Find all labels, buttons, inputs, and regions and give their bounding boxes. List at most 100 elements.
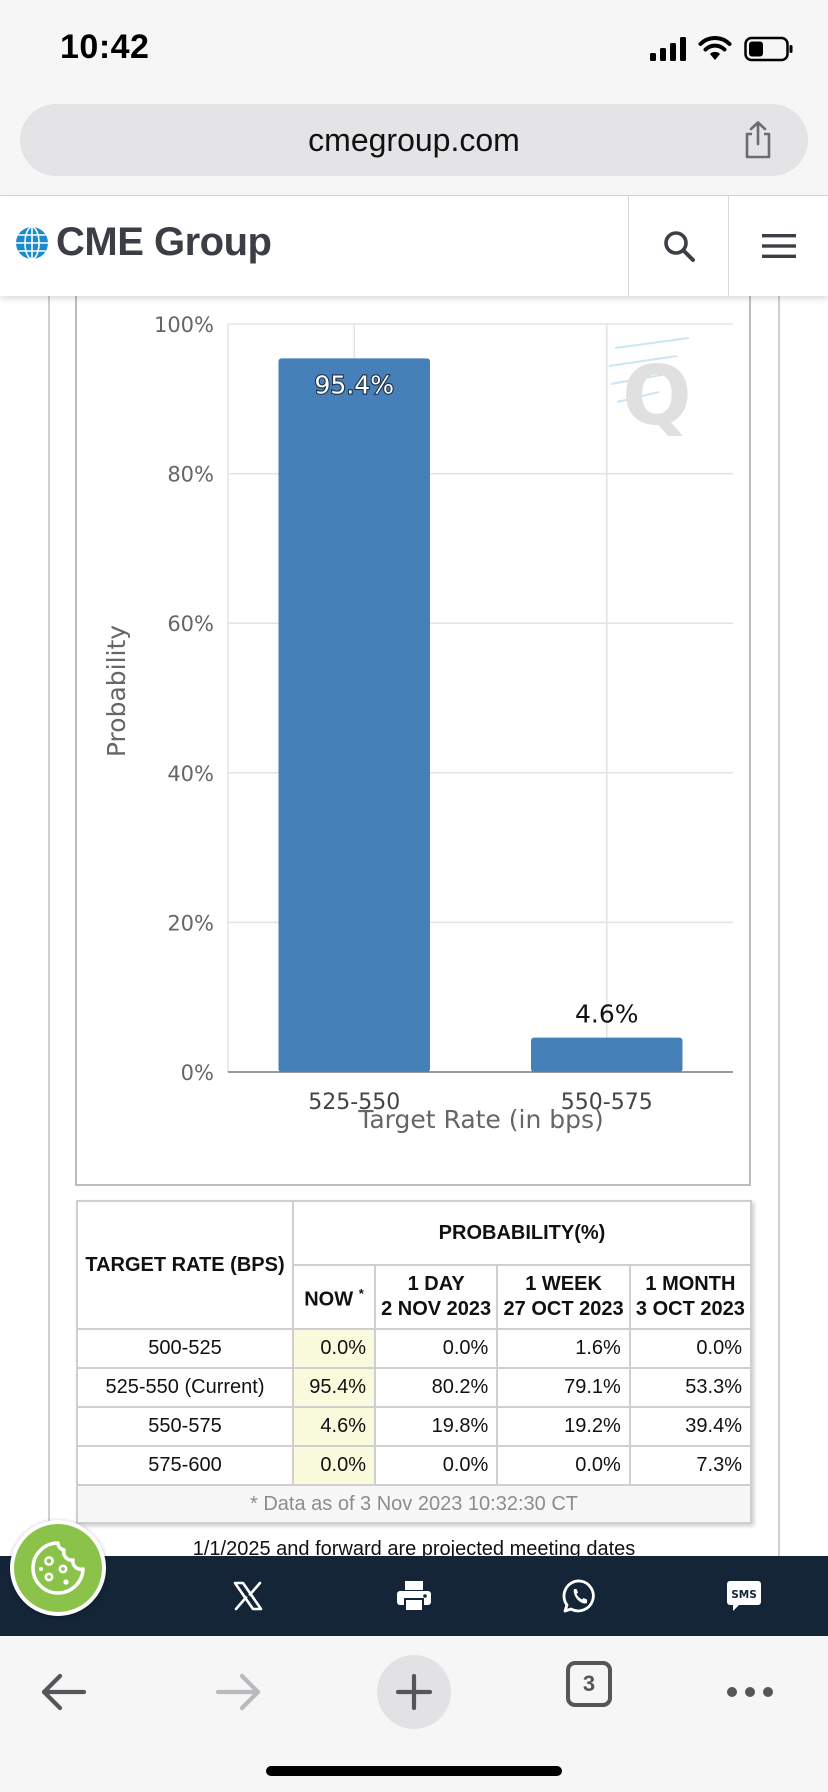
x-logo-icon (233, 1581, 263, 1611)
more-options-button[interactable] (700, 1644, 800, 1740)
address-bar[interactable]: cmegroup.com (20, 104, 808, 176)
table-row: 575-600 0.0% 0.0% 0.0% 7.3% (76, 1445, 753, 1486)
y-axis-label: Probability (102, 625, 131, 757)
panel-frame (48, 296, 780, 1556)
home-indicator (266, 1766, 562, 1776)
table-note-row: * Data as of 3 Nov 2023 10:32:30 CT (76, 1484, 752, 1524)
share-x-button[interactable] (208, 1556, 288, 1636)
x-tick-label: 525-550 (308, 1090, 400, 1115)
search-icon (663, 231, 695, 262)
col-target-rate: TARGET RATE (BPS) (76, 1200, 294, 1330)
cell-target: 525-550 (Current) (76, 1367, 294, 1408)
cookie-icon (31, 1541, 85, 1595)
chart-watermark: Q (608, 337, 692, 444)
period-date: 27 OCT 2023 (503, 1298, 624, 1320)
y-tick-label: 80% (167, 463, 214, 487)
cell-day: 19.8% (373, 1406, 499, 1447)
cell-month: 0.0% (628, 1328, 753, 1369)
printer-icon (397, 1581, 431, 1612)
cell-target: 500-525 (76, 1328, 294, 1369)
arrow-left-icon (41, 1673, 87, 1711)
whatsapp-icon (562, 1579, 595, 1613)
chart-panel: 0% 20% 40% 60% 80% 100% 525-550 550-575 Q 95.4%… (75, 296, 751, 1186)
status-time: 10:42 (60, 28, 150, 66)
x-tick-label: 550-575 (561, 1090, 653, 1115)
cell-day: 0.0% (373, 1445, 499, 1486)
site-header: CME Group (0, 196, 828, 296)
cell-target: 550-575 (76, 1406, 294, 1447)
cell-now: 95.4% (292, 1367, 376, 1408)
col-now-label: NOW (304, 1288, 354, 1311)
cell-week: 79.1% (496, 1367, 631, 1408)
table-row: 525-550 (Current) 95.4% 80.2% 79.1% 53.3… (76, 1367, 753, 1408)
cell-day: 80.2% (373, 1367, 499, 1408)
plus-icon (395, 1673, 433, 1711)
cell-target: 575-600 (76, 1445, 294, 1486)
period-label: 1 WEEK (525, 1273, 602, 1295)
probability-chart: 0% 20% 40% 60% 80% 100% 525-550 550-575 Q 95.4%… (102, 313, 733, 1134)
period-date: 2 NOV 2023 (381, 1298, 492, 1320)
arrow-right-icon (215, 1673, 261, 1711)
hamburger-menu-icon (761, 234, 796, 258)
new-tab-button[interactable] (364, 1644, 464, 1740)
col-now-marker: * (358, 1286, 364, 1302)
status-icons (650, 34, 794, 64)
y-tick-label: 100% (154, 313, 214, 337)
cell-month: 39.4% (628, 1406, 753, 1447)
cell-day: 0.0% (373, 1328, 499, 1369)
cell-week: 1.6% (496, 1328, 631, 1369)
y-tick-label: 20% (167, 911, 214, 935)
tabs-button[interactable]: 3 (566, 1661, 612, 1707)
bar (531, 1037, 683, 1072)
col-1-week: 1 WEEK 27 OCT 2023 (496, 1264, 631, 1330)
search-button[interactable] (628, 196, 728, 296)
period-label: 1 DAY (407, 1273, 465, 1295)
battery-icon (744, 36, 793, 62)
probability-table: TARGET RATE (BPS) PROBABILITY(%) NOW * 1… (76, 1200, 753, 1524)
new-tab-circle (377, 1655, 451, 1729)
col-probability: PROBABILITY(%) (292, 1200, 752, 1266)
table-row: 550-575 4.6% 19.8% 19.2% 39.4% (76, 1406, 753, 1447)
address-bar-area: cmegroup.com (0, 98, 828, 196)
cookie-settings-button[interactable] (10, 1520, 106, 1616)
sms-icon: SMS (727, 1581, 761, 1611)
page-content: 0% 20% 40% 60% 80% 100% 525-550 550-575 Q 95.4%… (0, 296, 828, 1556)
share-bar: SMS (0, 1556, 828, 1636)
y-tick-label: 40% (167, 762, 214, 786)
cell-month: 53.3% (628, 1367, 753, 1408)
share-icon[interactable] (738, 120, 778, 160)
cme-logo[interactable]: CME Group (14, 220, 272, 265)
table-row: 500-525 0.0% 0.0% 1.6% 0.0% (76, 1328, 753, 1369)
data-timestamp-note: * Data as of 3 Nov 2023 10:32:30 CT (76, 1484, 752, 1524)
cellular-signal-icon (650, 37, 686, 61)
y-tick-label: 60% (167, 612, 214, 636)
cell-month: 7.3% (628, 1445, 753, 1486)
col-1-day: 1 DAY 2 NOV 2023 (373, 1264, 499, 1330)
share-whatsapp-button[interactable] (540, 1556, 620, 1636)
menu-button[interactable] (728, 196, 828, 296)
back-button[interactable] (14, 1644, 114, 1740)
period-label: 1 MONTH (645, 1273, 736, 1295)
print-button[interactable] (374, 1556, 454, 1636)
svg-text:Q: Q (622, 349, 692, 444)
logo-text: CME Group (56, 220, 272, 264)
y-tick-label: 0% (181, 1061, 214, 1085)
cell-week: 19.2% (496, 1406, 631, 1447)
period-date: 3 OCT 2023 (635, 1298, 745, 1320)
forward-button[interactable] (188, 1644, 288, 1740)
chart-bars: 95.4% 4.6% (278, 358, 683, 1073)
cell-week: 0.0% (496, 1445, 631, 1486)
svg-text:SMS: SMS (731, 1589, 757, 1601)
col-1-month: 1 MONTH 3 OCT 2023 (628, 1264, 753, 1330)
url-text: cmegroup.com (308, 122, 520, 158)
more-dots-icon (727, 1687, 773, 1697)
x-axis-label: Target Rate (in bps) (357, 1105, 604, 1134)
cell-now: 4.6% (292, 1406, 376, 1447)
bar (278, 358, 430, 1073)
wifi-icon (698, 36, 732, 60)
share-sms-button[interactable]: SMS (704, 1556, 784, 1636)
cell-now: 0.0% (292, 1445, 376, 1486)
status-bar: 10:42 (0, 0, 828, 98)
col-now: NOW * (292, 1264, 376, 1330)
